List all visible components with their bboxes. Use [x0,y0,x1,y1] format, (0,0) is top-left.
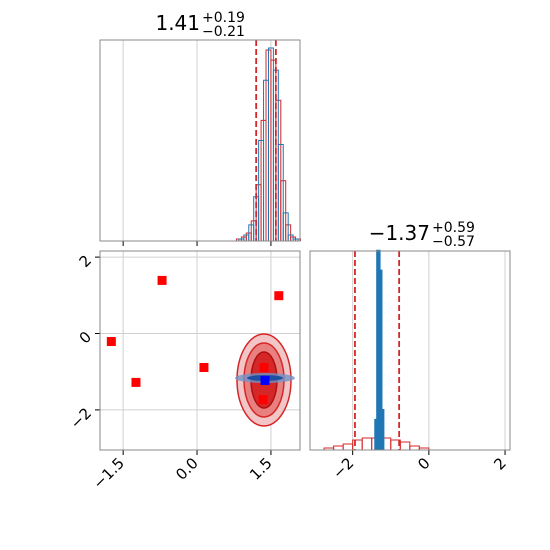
title-lower: −0.21 [202,24,245,40]
scatter-point [131,377,141,387]
histogram-bin [378,269,383,450]
histogram-bin [292,238,299,241]
scatter-point [259,362,269,372]
scatter-point [260,375,270,385]
histogram-bin [418,447,430,450]
axes-frame [99,250,301,451]
axes-frame [99,39,301,242]
histogram-bin [282,212,289,241]
title-upper: +0.59 [432,220,475,236]
title-lower: −0.57 [432,234,475,250]
scatter-point [157,275,167,285]
title-value: 1.41 [155,11,200,35]
scatter-point [274,291,284,301]
scatter-point [199,362,209,372]
histogram-bin [379,408,385,450]
scatter-point [106,337,116,347]
title-value: −1.37 [369,221,430,245]
histogram-bin [277,144,284,241]
histogram-bin [287,234,294,241]
axes-frame [309,250,511,451]
scatter-point [258,395,268,405]
title-upper: +0.19 [202,10,245,26]
